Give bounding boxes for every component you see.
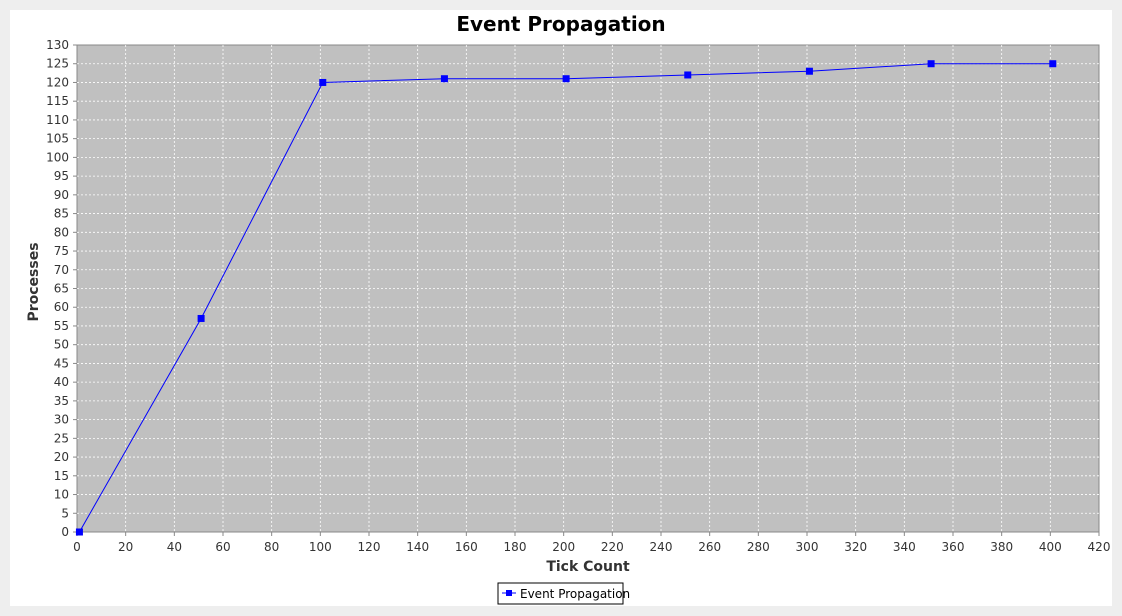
legend-box — [497, 582, 624, 605]
y-tick-label: 125 — [46, 57, 69, 71]
y-tick-label: 85 — [54, 207, 69, 221]
x-tick-label: 100 — [309, 540, 332, 554]
data-point — [197, 314, 205, 322]
chart-svg: Event Propagation 0 20 40 60 80 100 120 140 160 1… — [26, 12, 1110, 605]
x-tick-label: 320 — [844, 540, 867, 554]
data-point — [805, 67, 813, 75]
x-tick-label: 200 — [552, 540, 575, 554]
y-tick-label: 120 — [46, 75, 69, 89]
y-tick-label: 15 — [54, 469, 69, 483]
x-tick-label: 280 — [747, 540, 770, 554]
data-point — [440, 75, 448, 83]
chart-panel: Event Propagation 0 20 40 60 80 100 120 140 160 1… — [10, 10, 1112, 606]
y-tick-label: 5 — [61, 506, 69, 520]
y-tick-label: 0 — [61, 525, 69, 539]
data-point — [319, 78, 327, 86]
x-tick-label: 60 — [215, 540, 230, 554]
y-tick-label: 100 — [46, 150, 69, 164]
x-tick-label: 180 — [504, 540, 527, 554]
y-tick-label: 25 — [54, 431, 69, 445]
x-tick-label: 300 — [796, 540, 819, 554]
x-tick-label: 260 — [698, 540, 721, 554]
x-tick-label: 0 — [73, 540, 81, 554]
y-tick-label: 60 — [54, 300, 69, 314]
y-tick-label: 50 — [54, 338, 69, 352]
grid-layer — [77, 45, 1099, 532]
x-tick-label: 360 — [942, 540, 965, 554]
y-tick-label: 45 — [54, 356, 69, 370]
y-tick-label: 30 — [54, 413, 69, 427]
x-tick-label: 220 — [601, 540, 624, 554]
data-point — [1049, 60, 1057, 68]
x-tick-label: 80 — [264, 540, 279, 554]
x-tick-label: 20 — [118, 540, 133, 554]
data-point — [927, 60, 935, 68]
series-layer — [75, 60, 1057, 536]
y-axis-title: Processes — [26, 242, 42, 321]
x-tick-label: 240 — [650, 540, 673, 554]
data-point — [75, 528, 83, 536]
chart-title: Event Propagation — [456, 12, 665, 36]
legend-marker — [506, 590, 512, 596]
y-tick-label: 80 — [54, 225, 69, 239]
x-tick-label: 400 — [1039, 540, 1062, 554]
y-tick-label: 55 — [54, 319, 69, 333]
x-tick-label: 140 — [406, 540, 429, 554]
x-tick-label: 380 — [990, 540, 1013, 554]
data-point — [684, 71, 692, 79]
y-tick-label: 10 — [54, 488, 69, 502]
y-tick-label: 20 — [54, 450, 69, 464]
x-tick-label: 160 — [455, 540, 478, 554]
y-tick-label: 35 — [54, 394, 69, 408]
legend-label: Event Propagation — [520, 587, 630, 601]
data-point — [562, 75, 570, 83]
x-tick-label: 40 — [167, 540, 182, 554]
y-tick-label: 70 — [54, 263, 69, 277]
x-axis-title: Tick Count — [546, 559, 630, 575]
y-tick-label: 95 — [54, 169, 69, 183]
y-tick-label: 130 — [46, 38, 69, 52]
legend: Event Propagation — [497, 582, 630, 605]
axis-layer: 0 20 40 60 80 100 120 140 160 180 200 220 240 260 280 3… — [46, 38, 1110, 554]
y-tick-label: 115 — [46, 94, 69, 108]
plot-area — [76, 44, 1100, 533]
x-tick-label: 120 — [358, 540, 381, 554]
x-tick-label: 340 — [893, 540, 916, 554]
y-tick-label: 90 — [54, 188, 69, 202]
y-tick-label: 65 — [54, 282, 69, 296]
y-tick-label: 110 — [46, 113, 69, 127]
y-tick-label: 75 — [54, 244, 69, 258]
y-tick-label: 105 — [46, 132, 69, 146]
x-tick-label: 420 — [1088, 540, 1111, 554]
y-tick-label: 40 — [54, 375, 69, 389]
